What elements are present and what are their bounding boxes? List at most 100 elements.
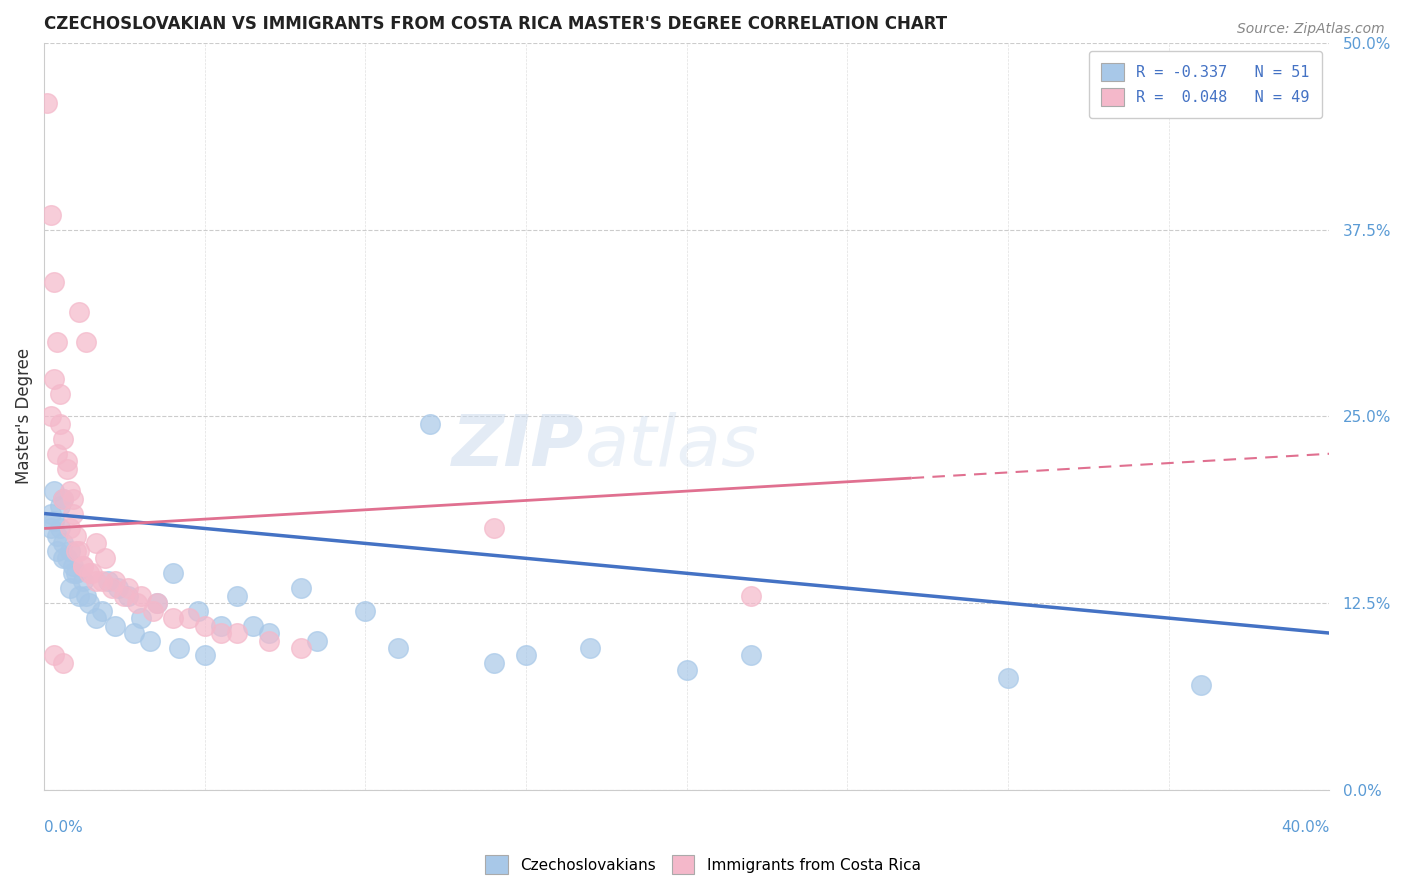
Point <box>49 417 72 431</box>
Point <box>194 648 217 663</box>
Point <box>37 95 59 110</box>
Point <box>579 640 602 655</box>
Y-axis label: Master's Degree: Master's Degree <box>15 349 32 484</box>
Point <box>55 551 77 566</box>
Point <box>194 618 217 632</box>
Point <box>39 521 62 535</box>
Point <box>127 596 149 610</box>
Point <box>59 484 82 499</box>
Point <box>97 574 120 588</box>
Point <box>482 521 505 535</box>
Point <box>52 551 75 566</box>
Point <box>142 604 165 618</box>
Point <box>145 596 167 610</box>
Point <box>39 409 62 424</box>
Point <box>675 664 697 678</box>
Point <box>46 544 69 558</box>
Point <box>177 611 200 625</box>
Point <box>354 604 377 618</box>
Text: 0.0%: 0.0% <box>44 820 83 835</box>
Point <box>62 566 84 581</box>
Point <box>129 589 152 603</box>
Point <box>100 581 122 595</box>
Point <box>65 544 87 558</box>
Point <box>104 618 127 632</box>
Point <box>42 275 65 289</box>
Point <box>387 640 409 655</box>
Legend: R = -0.337   N = 51, R =  0.048   N = 49: R = -0.337 N = 51, R = 0.048 N = 49 <box>1088 51 1322 119</box>
Point <box>139 633 162 648</box>
Point <box>52 656 75 670</box>
Point <box>209 618 232 632</box>
Point <box>49 387 72 401</box>
Point <box>740 589 762 603</box>
Point <box>84 611 107 625</box>
Point <box>52 491 75 506</box>
Point <box>114 589 136 603</box>
Point <box>72 558 94 573</box>
Text: 40.0%: 40.0% <box>1281 820 1329 835</box>
Point <box>209 626 232 640</box>
Point <box>77 566 100 581</box>
Point <box>52 536 75 550</box>
Point <box>107 581 129 595</box>
Point <box>49 521 72 535</box>
Point <box>72 558 94 573</box>
Point <box>42 484 65 499</box>
Point <box>75 589 97 603</box>
Point <box>997 671 1019 685</box>
Point <box>77 596 100 610</box>
Point <box>162 611 184 625</box>
Point <box>46 334 69 349</box>
Point <box>55 454 77 468</box>
Point <box>482 656 505 670</box>
Point <box>69 589 91 603</box>
Point <box>62 491 84 506</box>
Point <box>419 417 441 431</box>
Point <box>94 551 117 566</box>
Text: atlas: atlas <box>583 412 758 481</box>
Text: Source: ZipAtlas.com: Source: ZipAtlas.com <box>1237 22 1385 37</box>
Point <box>52 491 75 506</box>
Point <box>117 581 139 595</box>
Point <box>59 581 82 595</box>
Point <box>290 581 312 595</box>
Text: ZIP: ZIP <box>451 412 583 481</box>
Point <box>59 521 82 535</box>
Point <box>52 432 75 446</box>
Point <box>84 536 107 550</box>
Point <box>49 499 72 513</box>
Point <box>225 626 247 640</box>
Point <box>59 544 82 558</box>
Legend: Czechoslovakians, Immigrants from Costa Rica: Czechoslovakians, Immigrants from Costa … <box>479 849 927 880</box>
Point <box>129 611 152 625</box>
Point <box>69 544 91 558</box>
Point <box>740 648 762 663</box>
Point <box>39 507 62 521</box>
Point <box>84 574 107 588</box>
Point <box>187 604 209 618</box>
Point <box>122 626 145 640</box>
Point <box>515 648 537 663</box>
Point <box>42 372 65 386</box>
Point <box>242 618 264 632</box>
Point <box>42 648 65 663</box>
Point <box>46 529 69 543</box>
Point <box>1189 678 1212 692</box>
Point <box>91 604 114 618</box>
Text: CZECHOSLOVAKIAN VS IMMIGRANTS FROM COSTA RICA MASTER'S DEGREE CORRELATION CHART: CZECHOSLOVAKIAN VS IMMIGRANTS FROM COSTA… <box>44 15 948 33</box>
Point <box>42 514 65 528</box>
Point <box>117 589 139 603</box>
Point <box>225 589 247 603</box>
Point <box>257 633 280 648</box>
Point <box>75 334 97 349</box>
Point <box>62 507 84 521</box>
Point <box>290 640 312 655</box>
Point <box>72 574 94 588</box>
Point <box>46 447 69 461</box>
Point <box>307 633 329 648</box>
Point <box>65 566 87 581</box>
Point <box>104 574 127 588</box>
Point <box>82 566 104 581</box>
Point <box>167 640 190 655</box>
